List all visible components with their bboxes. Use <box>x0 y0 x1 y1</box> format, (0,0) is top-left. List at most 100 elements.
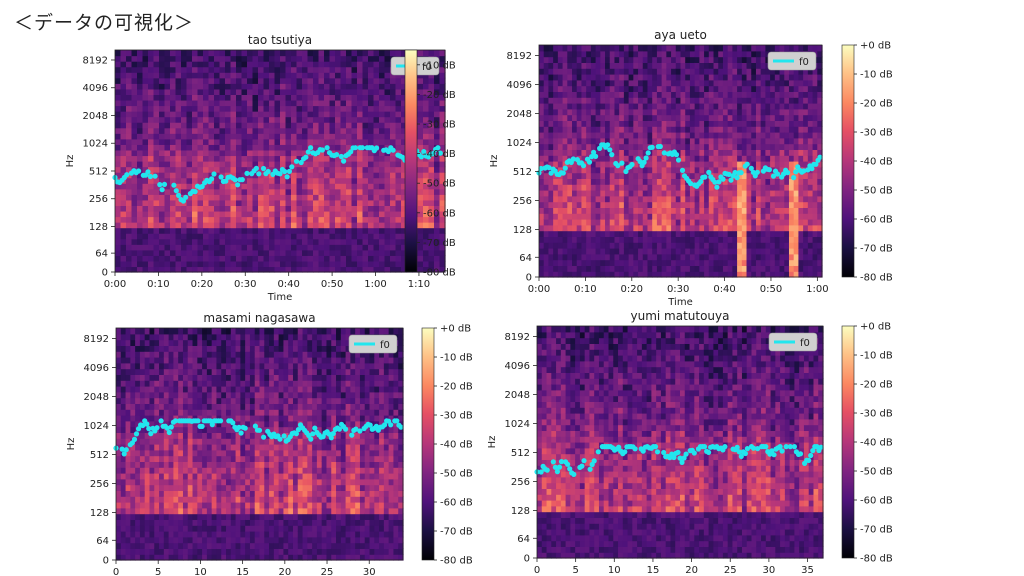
y-axis-label: Hz <box>66 438 77 451</box>
x-tick-label: 20 <box>278 567 291 576</box>
x-tick-label: 1:10 <box>408 279 430 290</box>
y-tick-label: 0 <box>102 268 108 279</box>
spectrogram-panel-aya-ueto: aya ueto 0 64 128 256 512 1024 2048 4096 8192 Hz 0:… <box>485 26 905 316</box>
plot-frame <box>114 49 446 273</box>
legend-label: f0 <box>799 57 809 68</box>
y-tick-label: 4096 <box>84 363 109 374</box>
f0-trace <box>534 444 824 477</box>
colorbar-tick-label: -20 dB <box>860 380 893 391</box>
spectrogram-panel-yumi-matutouya: yumi matutouya 0 64 128 256 512 1024 2048 4096 81… <box>485 308 905 576</box>
legend-label: f0 <box>422 62 432 73</box>
y-tick-label: 4096 <box>83 83 108 94</box>
colorbar-tick-label: -40 dB <box>440 440 473 451</box>
colorbar-tick-label: -60 dB <box>440 498 473 509</box>
x-tick-label: 10 <box>194 567 207 576</box>
x-tick-label: 0:40 <box>713 284 735 295</box>
y-axis-label: Hz <box>487 436 498 449</box>
chart-title: tao tsutiya <box>248 33 312 47</box>
y-tick-label: 128 <box>90 508 109 519</box>
y-tick-label: 64 <box>517 534 530 545</box>
x-tick-label: 0:10 <box>147 279 169 290</box>
y-tick-label: 2048 <box>83 111 108 122</box>
x-axis-label: Time <box>667 297 692 308</box>
y-tick-label: 64 <box>96 536 109 547</box>
x-axis-label: Time <box>267 292 292 303</box>
x-tick-label: 15 <box>647 565 660 576</box>
spectrogram-heatmap <box>539 45 823 278</box>
y-tick-label: 128 <box>89 222 108 233</box>
f0-trace <box>112 145 443 204</box>
colorbar-tick-label: -50 dB <box>423 179 456 190</box>
x-tick-label: 0:20 <box>621 284 643 295</box>
colorbar-tick-label: +0 dB <box>440 324 471 335</box>
colorbar <box>421 327 435 561</box>
y-tick-label: 2048 <box>505 390 530 401</box>
y-tick-label: 64 <box>95 249 108 260</box>
legend: f0 <box>768 332 818 352</box>
slide-title: ＜データの可視化＞ <box>14 12 195 34</box>
y-tick-label: 256 <box>89 194 108 205</box>
y-tick-label: 2048 <box>507 109 532 120</box>
y-tick-label: 512 <box>513 167 532 178</box>
colorbar <box>841 325 855 559</box>
colorbar-tick-label: -40 dB <box>860 438 893 449</box>
y-tick-label: 1024 <box>507 138 532 149</box>
y-tick-label: 0 <box>103 556 109 567</box>
colorbar-tick-label: -80 dB <box>860 273 893 284</box>
colorbar <box>841 44 855 278</box>
spectrogram-panel-tao-tsutiya: tao tsutiya 0 64 128 256 512 1024 2048 4096 8192 H… <box>60 30 470 310</box>
chart-title: aya ueto <box>654 28 707 42</box>
f0-trace <box>536 142 823 190</box>
colorbar-tick-label: -30 dB <box>860 409 893 420</box>
y-tick-label: 4096 <box>505 361 530 372</box>
x-tick-label: 0:50 <box>321 279 343 290</box>
x-tick-label: 30 <box>363 567 376 576</box>
colorbar-tick-label: -80 dB <box>860 554 893 565</box>
colorbar-tick-label: -30 dB <box>860 128 893 139</box>
y-tick-label: 8192 <box>84 334 109 345</box>
f0-trace <box>113 418 404 457</box>
colorbar-tick-label: -60 dB <box>860 496 893 507</box>
x-tick-label: 0:30 <box>667 284 689 295</box>
chart-title: masami nagasawa <box>203 311 315 325</box>
colorbar-tick-label: -50 dB <box>860 186 893 197</box>
colorbar-tick-label: -10 dB <box>423 60 456 71</box>
y-axis-label: Hz <box>65 155 76 168</box>
y-tick-label: 4096 <box>507 80 532 91</box>
y-tick-label: 2048 <box>84 392 109 403</box>
legend-label: f0 <box>380 340 390 351</box>
x-tick-label: 1:00 <box>806 284 828 295</box>
plot-frame <box>538 44 823 278</box>
x-tick-label: 0:00 <box>528 284 550 295</box>
chart-title: yumi matutouya <box>630 309 729 323</box>
colorbar-tick-label: -60 dB <box>423 208 456 219</box>
colorbar-tick-label: -40 dB <box>860 157 893 168</box>
y-tick-label: 256 <box>513 196 532 207</box>
colorbar-tick-label: -10 dB <box>860 351 893 362</box>
y-tick-label: 8192 <box>83 55 108 66</box>
legend: f0 <box>767 51 817 71</box>
y-tick-label: 0 <box>526 273 532 284</box>
y-tick-label: 128 <box>513 225 532 236</box>
spectrogram-heatmap <box>116 328 404 561</box>
spectrogram-heatmap <box>537 326 824 559</box>
y-axis-label: Hz <box>489 155 500 168</box>
plot-frame <box>536 325 824 559</box>
colorbar-tick-label: -50 dB <box>860 467 893 478</box>
x-tick-label: 0:50 <box>760 284 782 295</box>
plot-frame <box>115 327 404 561</box>
colorbar-tick-label: -70 dB <box>423 238 456 249</box>
x-tick-label: 25 <box>724 565 737 576</box>
colorbar-tick-label: -40 dB <box>423 149 456 160</box>
y-tick-label: 512 <box>90 450 109 461</box>
spectrogram-svg: tao tsutiya 0 64 128 256 512 1024 2048 4096 8192 H… <box>65 33 456 303</box>
x-tick-label: 0:20 <box>191 279 213 290</box>
spectrogram-svg: masami nagasawa 0 64 128 256 512 1024 2048 4096 8… <box>66 311 473 576</box>
spectrogram-svg: aya ueto 0 64 128 256 512 1024 2048 4096 8192 Hz 0:… <box>489 28 893 308</box>
colorbar-tick-label: +0 dB <box>860 322 891 333</box>
x-tick-label: 5 <box>155 567 161 576</box>
x-tick-label: 0:40 <box>277 279 299 290</box>
colorbar-tick-label: -70 dB <box>860 525 893 536</box>
y-tick-label: 0 <box>524 554 530 565</box>
y-tick-label: 512 <box>89 166 108 177</box>
